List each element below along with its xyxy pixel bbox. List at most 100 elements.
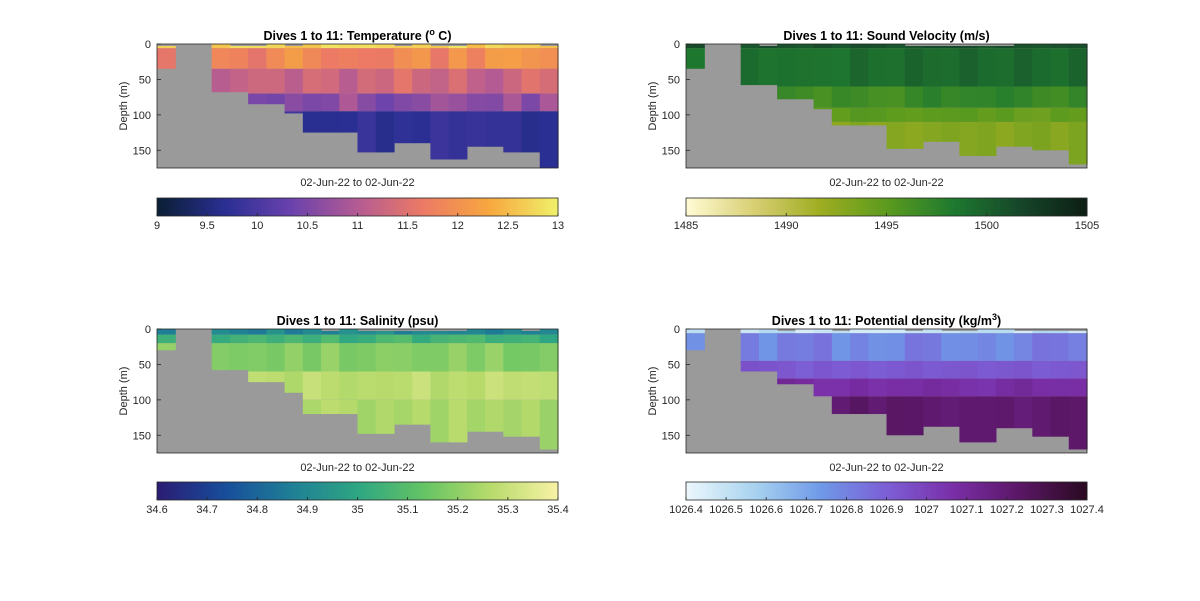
colorbar-swatch xyxy=(936,482,941,500)
data-cell xyxy=(922,48,942,87)
data-cell xyxy=(922,46,942,49)
colorbar-swatch xyxy=(491,198,496,216)
colorbar-swatch xyxy=(357,482,362,500)
profile-column xyxy=(1068,44,1088,165)
profile-column xyxy=(886,329,906,436)
data-cell xyxy=(521,371,541,400)
colorbar-swatch xyxy=(692,198,697,216)
colorbar-swatch xyxy=(926,482,931,500)
colorbar-swatch xyxy=(966,198,971,216)
colorbar-swatch xyxy=(699,198,704,216)
profile-column xyxy=(485,329,504,432)
profile-column xyxy=(157,46,176,69)
colorbar-swatch xyxy=(541,482,546,500)
colorbar-tick-label: 34.8 xyxy=(247,504,268,516)
colorbar-swatch xyxy=(384,198,389,216)
colorbar-swatch xyxy=(899,482,904,500)
profile-column xyxy=(466,329,486,432)
data-cell xyxy=(1068,378,1088,397)
data-cell xyxy=(521,399,541,437)
data-cell xyxy=(686,44,705,49)
data-cell xyxy=(211,334,231,344)
colorbar-swatch xyxy=(846,482,851,500)
data-cell xyxy=(521,93,541,112)
colorbar-swatch xyxy=(746,198,750,216)
data-cell xyxy=(977,333,997,361)
data-cell xyxy=(448,371,468,400)
data-cell xyxy=(339,399,359,415)
chart-title: Dives 1 to 11: Temperature (o C) xyxy=(264,27,452,43)
data-cell xyxy=(503,371,523,400)
colorbar-swatch xyxy=(424,482,429,500)
colorbar-swatch xyxy=(451,198,455,216)
colorbar-swatch xyxy=(933,482,938,500)
data-cell xyxy=(904,360,924,379)
colorbar-swatch xyxy=(267,198,272,216)
colorbar-swatch xyxy=(1030,482,1035,500)
data-cell xyxy=(868,396,888,415)
data-cell xyxy=(466,68,486,94)
colorbar-swatch xyxy=(1020,198,1025,216)
colorbar-swatch xyxy=(970,198,974,216)
colorbar-swatch xyxy=(354,198,358,216)
colorbar-swatch xyxy=(521,198,526,216)
data-cell xyxy=(284,93,304,112)
colorbar-swatch xyxy=(250,482,255,500)
data-cell xyxy=(1032,331,1052,334)
colorbar-swatch xyxy=(517,482,522,500)
colorbar-swatch xyxy=(521,482,526,500)
colorbar-swatch xyxy=(507,482,512,500)
data-cell xyxy=(1068,86,1088,108)
data-cell xyxy=(758,48,778,86)
colorbar-swatch xyxy=(273,198,278,216)
colorbar-swatch xyxy=(749,482,754,500)
colorbar-swatch xyxy=(853,482,857,500)
colorbar-swatch xyxy=(816,198,821,216)
colorbar-swatch xyxy=(260,198,265,216)
data-cell xyxy=(941,360,961,379)
colorbar-swatch xyxy=(846,198,851,216)
data-cell xyxy=(686,333,705,351)
colorbar-swatch xyxy=(963,198,968,216)
colorbar: 9 9.5 10 10.5 11 11.5 12 12.5 13 xyxy=(154,197,564,232)
colorbar-swatch xyxy=(1050,198,1055,216)
data-cell xyxy=(503,93,523,112)
profile-column xyxy=(941,331,961,427)
colorbar-swatch xyxy=(397,198,402,216)
profile-column xyxy=(995,329,1015,429)
data-cell xyxy=(521,68,541,94)
colorbar-swatch xyxy=(839,482,844,500)
data-cell xyxy=(448,399,468,443)
colorbar-swatch xyxy=(913,482,918,500)
data-cell xyxy=(248,46,267,49)
colorbar-swatch xyxy=(1056,198,1061,216)
data-cell xyxy=(1050,86,1070,108)
colorbar-swatch xyxy=(916,482,921,500)
data-cell xyxy=(795,333,815,361)
data-cell xyxy=(229,334,249,344)
colorbar-swatch xyxy=(856,198,861,216)
colorbar-swatch xyxy=(1023,198,1028,216)
data-cell xyxy=(850,333,869,361)
colorbar-swatch xyxy=(809,198,814,216)
data-cell xyxy=(375,343,395,372)
colorbar-tick-label: 12.5 xyxy=(497,220,518,232)
colorbar-swatch xyxy=(190,198,195,216)
data-cell xyxy=(375,68,395,94)
colorbar-swatch xyxy=(1010,198,1014,216)
data-cell xyxy=(740,333,760,361)
data-cell xyxy=(886,360,906,379)
colorbar-swatch xyxy=(441,198,445,216)
colorbar-swatch xyxy=(716,198,720,216)
colorbar-tick-label: 35.2 xyxy=(447,504,468,516)
data-cell xyxy=(777,48,796,87)
colorbar-swatch xyxy=(464,198,469,216)
data-cell xyxy=(448,343,468,372)
data-cell xyxy=(868,329,888,334)
colorbar-swatch xyxy=(160,198,165,216)
colorbar-swatch xyxy=(497,482,502,500)
colorbar-swatch xyxy=(494,198,499,216)
data-cell xyxy=(1050,333,1070,361)
data-cell xyxy=(868,378,888,397)
data-cell xyxy=(959,46,979,49)
